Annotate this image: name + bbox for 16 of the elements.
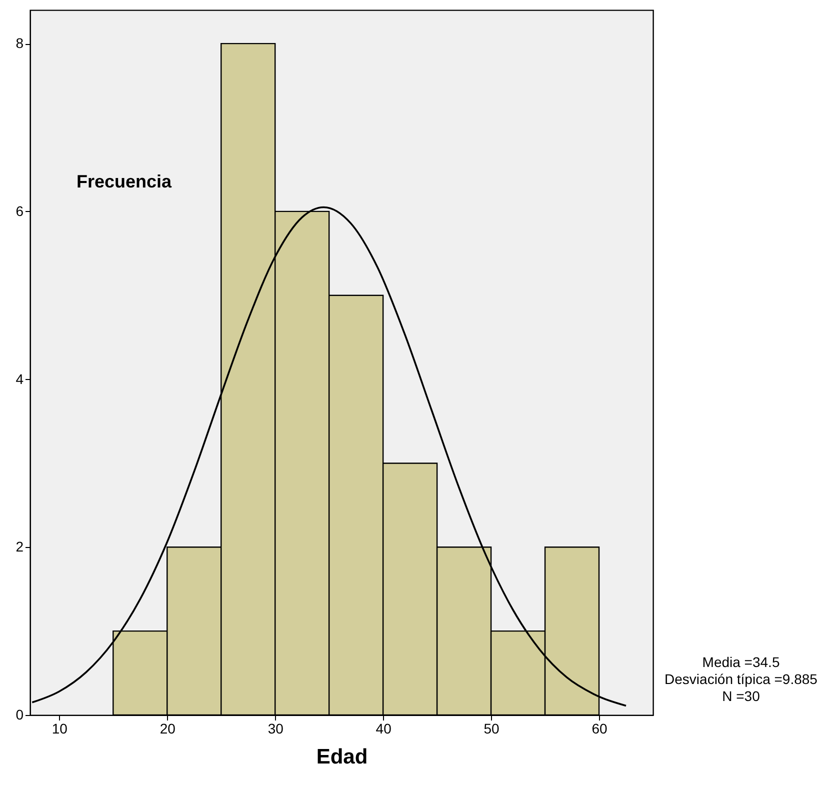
y-tick-label: 2 <box>16 538 24 555</box>
x-tick-label: 10 <box>52 720 68 736</box>
x-axis-title: Edad <box>316 746 368 768</box>
x-tick-label: 50 <box>484 720 500 736</box>
text: Desviación típica =9.885 <box>664 671 818 687</box>
x-tick-label: 40 <box>376 720 392 736</box>
x-tick-label: 30 <box>268 720 284 736</box>
text: Media =34.5 <box>702 654 780 670</box>
y-tick-label: 4 <box>16 370 24 387</box>
text: N =30 <box>722 688 760 704</box>
y-tick-label: 6 <box>16 202 24 219</box>
x-tick-label: 20 <box>160 720 176 736</box>
y-tick-label: 0 <box>16 706 24 722</box>
x-tick-label: 60 <box>592 720 608 736</box>
y-tick-label: 8 <box>16 35 24 52</box>
y-axis-title: Frecuencia <box>76 172 173 192</box>
